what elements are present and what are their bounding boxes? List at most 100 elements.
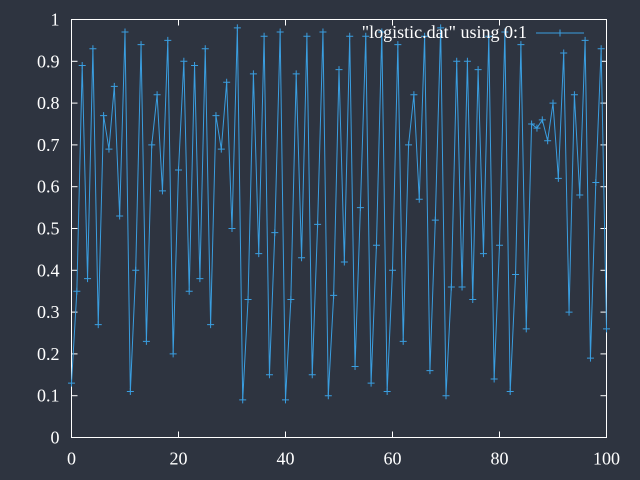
data-point [330, 291, 338, 299]
x-tick-label: 60 [384, 449, 402, 469]
data-point [191, 61, 199, 69]
x-tick-label: 40 [277, 449, 295, 469]
data-point [410, 91, 418, 99]
data-point [474, 66, 482, 74]
data-point [89, 45, 97, 53]
data-point [389, 266, 396, 274]
data-point [458, 283, 466, 291]
data-point [453, 57, 461, 65]
legend-label: "logistic.dat" using 0:1 [362, 22, 527, 42]
legend-marker [556, 29, 564, 37]
data-point [533, 124, 541, 132]
data-point [239, 396, 247, 404]
data-point [217, 145, 225, 153]
data-point [121, 28, 129, 36]
data-point [560, 49, 568, 57]
y-tick-label: 0.2 [37, 344, 60, 364]
data-point [394, 41, 402, 49]
data-point [298, 254, 306, 262]
y-tick-label: 0.1 [37, 386, 60, 406]
data-point [319, 28, 327, 36]
data-point [282, 396, 289, 404]
data-point [94, 321, 102, 329]
data-point [581, 36, 589, 44]
data-point [68, 379, 75, 387]
data-point [340, 258, 348, 266]
data-point [496, 241, 503, 249]
series-line [71, 27, 607, 400]
data-point [346, 32, 354, 40]
data-point [597, 45, 605, 53]
data-point [207, 321, 215, 329]
data-point [538, 116, 546, 124]
data-point [158, 187, 166, 195]
data-point [255, 250, 263, 258]
data-point [431, 216, 439, 224]
data-point [185, 287, 193, 295]
data-point [405, 141, 413, 149]
data-point [426, 367, 434, 375]
x-tick-label: 20 [170, 449, 188, 469]
data-point [148, 141, 156, 149]
data-point [265, 371, 273, 379]
data-point [100, 112, 108, 120]
data-point [399, 337, 407, 345]
y-tick-label: 0.9 [37, 51, 60, 71]
data-point [415, 195, 423, 203]
data-point [314, 220, 322, 228]
data-point [565, 308, 573, 316]
data-point [308, 371, 316, 379]
data-point [362, 32, 370, 40]
y-axis: 0 0.1 0.2 0.3 0.4 0.5 0.6 0.7 0.8 0.9 1 [37, 10, 607, 448]
data-point [603, 325, 610, 333]
data-point [447, 283, 455, 291]
data-point [490, 375, 498, 383]
data-point [367, 379, 375, 387]
data-point [132, 266, 140, 274]
data-point [244, 296, 252, 304]
data-point [180, 57, 188, 65]
data-point [212, 112, 220, 120]
x-tick-label: 0 [67, 449, 76, 469]
y-tick-label: 0.3 [37, 302, 60, 322]
data-point [586, 354, 594, 362]
data-point [196, 275, 204, 283]
data-point [421, 32, 429, 40]
data-point [164, 36, 172, 44]
data-point [201, 45, 209, 53]
data-point [84, 275, 92, 283]
data-point [116, 212, 124, 220]
data-point [78, 61, 86, 69]
data-point [506, 388, 514, 396]
data-point [356, 204, 364, 212]
y-tick-label: 0.6 [37, 177, 60, 197]
data-point [485, 32, 493, 40]
data-point [554, 174, 562, 182]
data-point [303, 32, 311, 40]
data-point [126, 388, 134, 396]
y-tick-label: 0.4 [37, 260, 60, 280]
data-point [469, 296, 477, 304]
data-point [287, 296, 295, 304]
data-point [570, 91, 578, 99]
data-point [249, 70, 257, 78]
data-point [549, 99, 557, 107]
data-point [517, 41, 525, 49]
data-point [169, 350, 177, 358]
data-point [260, 32, 268, 40]
x-axis: 0 20 40 60 80 100 [67, 19, 620, 469]
data-point [576, 191, 584, 199]
data-point [153, 91, 161, 99]
data-point [522, 325, 530, 333]
y-tick-label: 0.7 [37, 135, 60, 155]
y-tick-label: 0 [51, 428, 60, 448]
data-point [110, 82, 118, 90]
data-point [544, 137, 552, 145]
data-point [137, 41, 145, 49]
data-point [351, 362, 359, 370]
data-point [592, 179, 600, 187]
legend: "logistic.dat" using 0:1 [362, 22, 584, 42]
data-point [105, 145, 113, 153]
data-point [73, 287, 81, 295]
